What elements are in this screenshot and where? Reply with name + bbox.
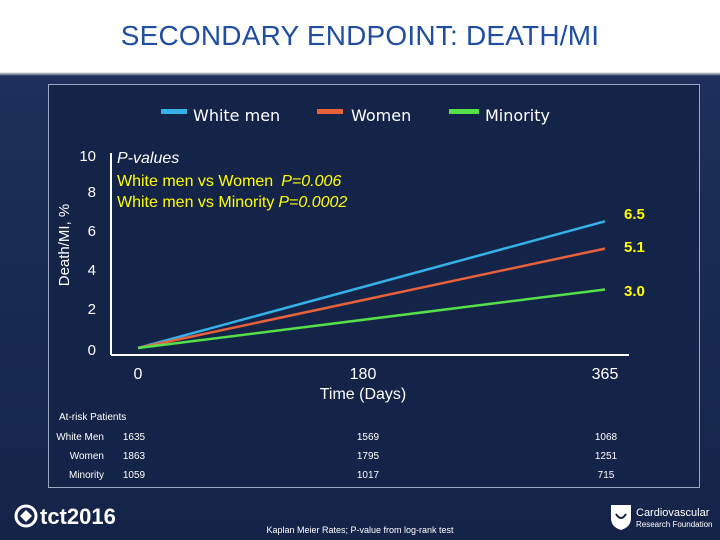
at-risk-cell: 1635 [123,432,146,443]
slide-title: SECONDARY ENDPOINT: DEATH/MI [120,20,600,51]
legend-swatch-minority [449,109,479,114]
p-value-line-1: White men vs Women P=0.006 [117,173,341,190]
legend: White men Women Minority [161,106,550,125]
x-tick-label: 0 [134,366,143,383]
at-risk-row-label: White Men [56,432,104,443]
at-risk-cell: 1251 [595,451,618,462]
at-risk-row-label: Women [70,451,104,462]
chart-panel: White men Women Minority Death/MI, % 0 2… [48,84,700,488]
crf-logo: Cardiovascular Research Foundation [611,505,713,530]
kaplan-meier-chart: White men Women Minority Death/MI, % 0 2… [56,106,645,481]
legend-label-white-men: White men [193,106,280,125]
legend-label-minority: Minority [485,106,550,125]
endpoint-label-minority: 3.0 [624,283,645,300]
endpoint-label-white-men: 6.5 [624,206,645,223]
tct-logo: tct2016 [14,504,116,529]
y-tick-label: 4 [88,262,96,279]
y-tick-label: 6 [88,223,96,240]
at-risk-cell: 1017 [357,470,380,481]
series-line-women [137,247,606,350]
x-axis-label: Time (Days) [320,386,407,403]
series-line-white-men [137,220,606,350]
y-tick-labels: 0 2 4 6 8 10 [79,148,96,359]
crf-logo-line2: Research Foundation [636,520,713,529]
tct-logo-text: tct2016 [40,504,116,529]
p-value-comparison-1: White men vs Women [117,173,273,190]
x-tick-label: 365 [592,366,619,383]
p-value-annotation: P-values White men vs Women P=0.006 White… [117,150,347,211]
p-value-line-2: White men vs Minority P=0.0002 [117,194,347,211]
at-risk-cell: 715 [598,470,615,481]
at-risk-cell: 1059 [123,470,146,481]
y-axis-label: Death/MI, % [56,204,73,287]
at-risk-row-label: Minority [69,470,104,481]
legend-label-women: Women [351,106,411,125]
footnote: Kaplan Meier Rates; P-value from log-ran… [266,525,454,535]
y-tick-label: 2 [88,301,96,318]
endpoint-labels: 6.5 5.1 3.0 [624,206,645,300]
at-risk-cell: 1863 [123,451,146,462]
y-tick-label: 0 [88,342,96,359]
x-tick-labels: 0 180 365 [134,366,619,383]
endpoint-label-women: 5.1 [624,239,645,256]
at-risk-table: At-risk Patients White Men 1635 1569 106… [56,412,617,481]
legend-swatch-white-men [161,109,187,114]
crf-logo-line1: Cardiovascular [636,507,710,519]
series-line-minority [137,288,606,350]
at-risk-cell: 1795 [357,451,380,462]
legend-swatch-women [317,109,343,114]
at-risk-cell: 1569 [357,432,380,443]
p-value-2: P=0.0002 [278,194,347,211]
at-risk-title: At-risk Patients [59,412,126,423]
p-value-1: P=0.006 [281,173,341,190]
y-tick-label: 10 [79,148,96,165]
tct-mark-icon [14,504,38,528]
x-tick-label: 180 [350,366,377,383]
at-risk-cell: 1068 [595,432,618,443]
p-values-heading: P-values [117,150,179,167]
p-value-comparison-2: White men vs Minority [117,194,274,211]
y-tick-label: 8 [88,184,96,201]
series-layer [137,220,606,350]
crf-shield-icon [611,505,631,530]
